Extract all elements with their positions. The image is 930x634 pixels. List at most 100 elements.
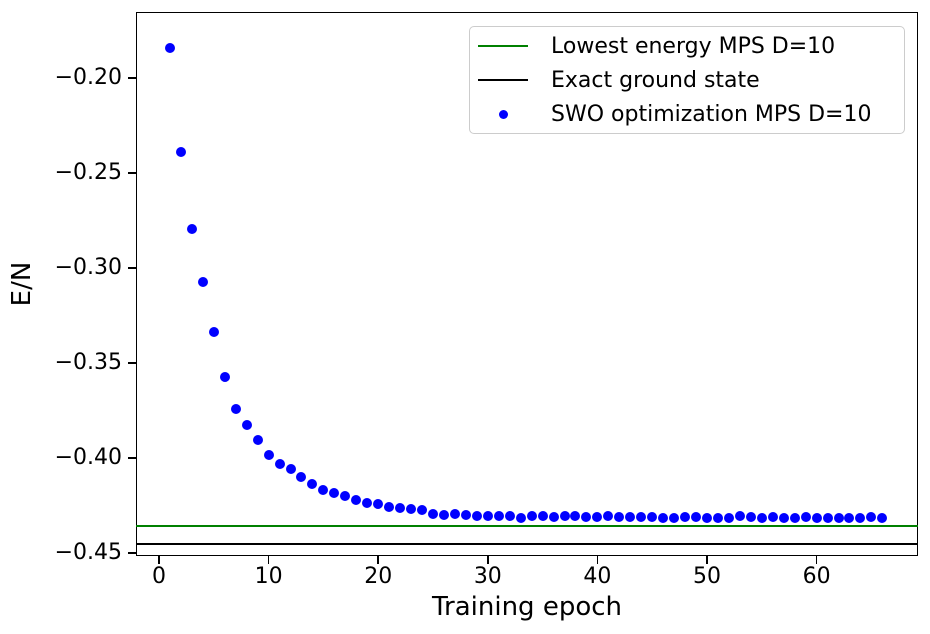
data-point: [285, 463, 296, 474]
black-line-sample-icon: [478, 79, 528, 81]
data-point: [504, 510, 515, 521]
data-point: [318, 484, 329, 495]
data-point: [734, 510, 745, 521]
data-point: [274, 459, 285, 470]
data-point: [241, 419, 252, 430]
y-tick-label: −0.25: [54, 159, 122, 185]
data-point: [844, 512, 855, 523]
x-tick-mark: [596, 556, 599, 564]
y-tick-mark: [128, 172, 136, 174]
data-point: [406, 503, 417, 514]
data-point: [460, 509, 471, 520]
y-tick-label: −0.20: [54, 64, 122, 90]
x-tick-label: 10: [254, 564, 283, 589]
data-point: [296, 471, 307, 482]
data-point: [767, 512, 778, 523]
y-axis-label: E/N: [7, 261, 37, 307]
exact-ground-state-line: [136, 543, 918, 546]
x-tick-mark: [706, 556, 708, 564]
data-point: [658, 512, 669, 523]
data-point: [373, 498, 384, 509]
legend-row-lowest-energy: Lowest energy MPS D=10: [470, 29, 904, 63]
x-axis-label: Training epoch: [431, 592, 623, 622]
data-point: [756, 512, 767, 523]
data-point: [526, 510, 537, 521]
data-point: [559, 511, 570, 522]
data-point: [691, 512, 702, 523]
data-point: [515, 512, 526, 523]
data-point: [230, 403, 241, 414]
data-point: [625, 512, 636, 523]
x-tick-label: 20: [364, 564, 393, 589]
data-point: [680, 511, 691, 522]
data-point: [833, 512, 844, 523]
data-point: [712, 512, 723, 523]
y-tick-mark: [128, 267, 136, 269]
data-point: [208, 326, 219, 337]
data-point: [449, 509, 460, 519]
y-tick-label: −0.35: [54, 349, 122, 375]
y-tick-label: −0.40: [54, 444, 122, 470]
x-tick-mark: [487, 556, 489, 564]
legend-label: Lowest energy MPS D=10: [551, 33, 836, 59]
data-point: [877, 512, 888, 523]
data-point: [647, 512, 658, 523]
x-tick-label: 60: [802, 564, 831, 589]
legend-row-swo-optimization: SWO optimization MPS D=10: [470, 97, 904, 131]
data-point: [428, 509, 439, 519]
blue-dot-sample-icon: [498, 109, 508, 119]
data-point: [307, 478, 318, 489]
data-point: [800, 512, 811, 523]
data-point: [340, 490, 351, 501]
data-point: [438, 509, 449, 520]
data-point: [471, 510, 482, 521]
data-point: [395, 502, 406, 513]
data-point: [811, 512, 822, 523]
legend-sample-area: [478, 45, 528, 47]
legend: Lowest energy MPS D=10 Exact ground stat…: [469, 26, 905, 134]
data-point: [362, 497, 373, 508]
data-point: [636, 511, 647, 522]
data-point: [351, 494, 362, 505]
data-point: [570, 510, 581, 521]
data-point: [197, 277, 208, 287]
data-point: [866, 511, 877, 522]
data-point: [175, 147, 186, 158]
y-tick-label: −0.30: [54, 254, 122, 280]
legend-label: SWO optimization MPS D=10: [551, 101, 872, 127]
data-point: [822, 512, 833, 523]
data-point: [252, 434, 263, 445]
x-tick-label: 40: [583, 564, 612, 589]
data-point: [482, 510, 493, 521]
legend-row-exact-ground-state: Exact ground state: [470, 63, 904, 97]
data-point: [778, 512, 789, 523]
lowest-energy-mps-line: [136, 524, 918, 527]
y-tick-mark: [128, 77, 136, 79]
data-point: [614, 511, 625, 522]
data-point: [219, 372, 230, 382]
data-point: [548, 511, 559, 522]
x-tick-label: 30: [473, 564, 502, 589]
y-tick-mark: [128, 552, 136, 554]
x-tick-label: 50: [693, 564, 722, 589]
data-point: [723, 512, 734, 523]
green-line-sample-icon: [478, 45, 528, 47]
x-tick-mark: [158, 556, 160, 564]
y-tick-mark: [128, 362, 136, 364]
x-tick-mark: [377, 556, 379, 564]
x-tick-label: 0: [152, 564, 167, 589]
y-tick-mark: [128, 457, 136, 459]
data-point: [669, 512, 680, 523]
data-point: [384, 501, 395, 512]
data-point: [702, 512, 713, 523]
legend-sample-area: [478, 109, 528, 119]
data-point: [537, 510, 548, 521]
data-point: [329, 487, 340, 498]
legend-sample-area: [478, 79, 528, 81]
data-point: [493, 510, 504, 521]
data-point: [263, 449, 274, 460]
data-point: [164, 42, 175, 53]
data-point: [745, 512, 756, 523]
data-point: [592, 512, 603, 523]
